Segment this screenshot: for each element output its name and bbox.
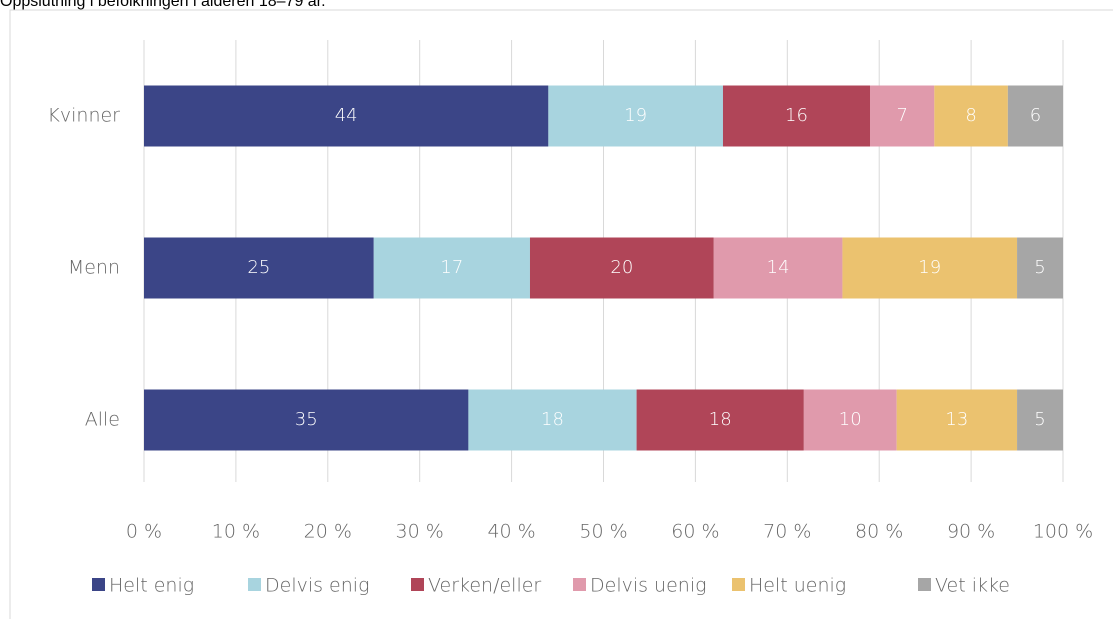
- bar-segment: [1017, 389, 1063, 451]
- data-label: 7: [896, 105, 907, 126]
- x-tick-label: 70 %: [763, 521, 811, 543]
- x-tick-label: 60 %: [671, 521, 719, 543]
- bar-segment: [713, 237, 843, 299]
- x-tick-label: 0 %: [126, 521, 162, 543]
- data-label: 16: [785, 105, 808, 126]
- y-tick-label: Menn: [68, 257, 120, 279]
- bar-segment: [803, 389, 897, 451]
- bar-segment: [373, 237, 530, 299]
- data-label: 19: [624, 105, 647, 126]
- data-label: 18: [541, 409, 564, 430]
- data-label: 5: [1034, 409, 1045, 430]
- bar-segment: [870, 85, 935, 147]
- bar-segment: [548, 85, 723, 147]
- legend-swatch: [573, 578, 586, 591]
- x-tick-label: 80 %: [855, 521, 903, 543]
- legend-label: Delvis uenig: [590, 575, 707, 597]
- data-label: 19: [918, 257, 941, 278]
- legend-swatch: [732, 578, 745, 591]
- data-label: 14: [767, 257, 790, 278]
- bar-segment: [896, 389, 1018, 451]
- chart-frame: [9, 9, 1113, 619]
- data-label: 17: [440, 257, 463, 278]
- legend-swatch: [411, 578, 424, 591]
- x-tick-label: 90 %: [947, 521, 995, 543]
- data-label: 10: [839, 409, 862, 430]
- bar-segment: [636, 389, 804, 451]
- legend-label: Vet ikke: [935, 575, 1010, 597]
- data-label: 25: [247, 257, 270, 278]
- legend-swatch: [92, 578, 105, 591]
- legend-swatch: [918, 578, 931, 591]
- bar-segment: [468, 389, 637, 451]
- legend-label: Delvis enig: [265, 575, 369, 597]
- x-tick-label: 40 %: [487, 521, 535, 543]
- data-label: 35: [295, 409, 318, 430]
- y-tick-label: Kvinner: [47, 105, 120, 127]
- data-label: 6: [1030, 105, 1041, 126]
- chart-title: Oppslutning i befolkningen i alderen 18–…: [0, 0, 326, 10]
- bar-segment: [144, 389, 469, 451]
- bar-segment: [934, 85, 1008, 147]
- data-label: 8: [965, 105, 976, 126]
- y-tick-label: Alle: [85, 409, 120, 431]
- bar-segment: [1007, 85, 1063, 147]
- bar-segment: [842, 237, 1018, 299]
- x-tick-label: 20 %: [304, 521, 352, 543]
- legend-label: Helt enig: [109, 575, 194, 597]
- data-label: 5: [1034, 257, 1045, 278]
- bar-segment: [529, 237, 714, 299]
- x-tick-label: 50 %: [579, 521, 627, 543]
- bar-segment: [144, 237, 374, 299]
- bar-segment: [722, 85, 871, 147]
- x-tick-label: 100 %: [1033, 521, 1093, 543]
- data-label: 18: [709, 409, 732, 430]
- legend-swatch: [248, 578, 261, 591]
- data-label: 13: [945, 409, 968, 430]
- x-tick-label: 10 %: [212, 521, 260, 543]
- bar-segment: [144, 85, 549, 147]
- data-label: 44: [335, 105, 358, 126]
- x-tick-label: 30 %: [396, 521, 444, 543]
- bar-segment: [1017, 237, 1063, 299]
- legend-label: Helt uenig: [749, 575, 846, 597]
- data-label: 20: [610, 257, 633, 278]
- legend-label: Verken/eller: [428, 575, 541, 597]
